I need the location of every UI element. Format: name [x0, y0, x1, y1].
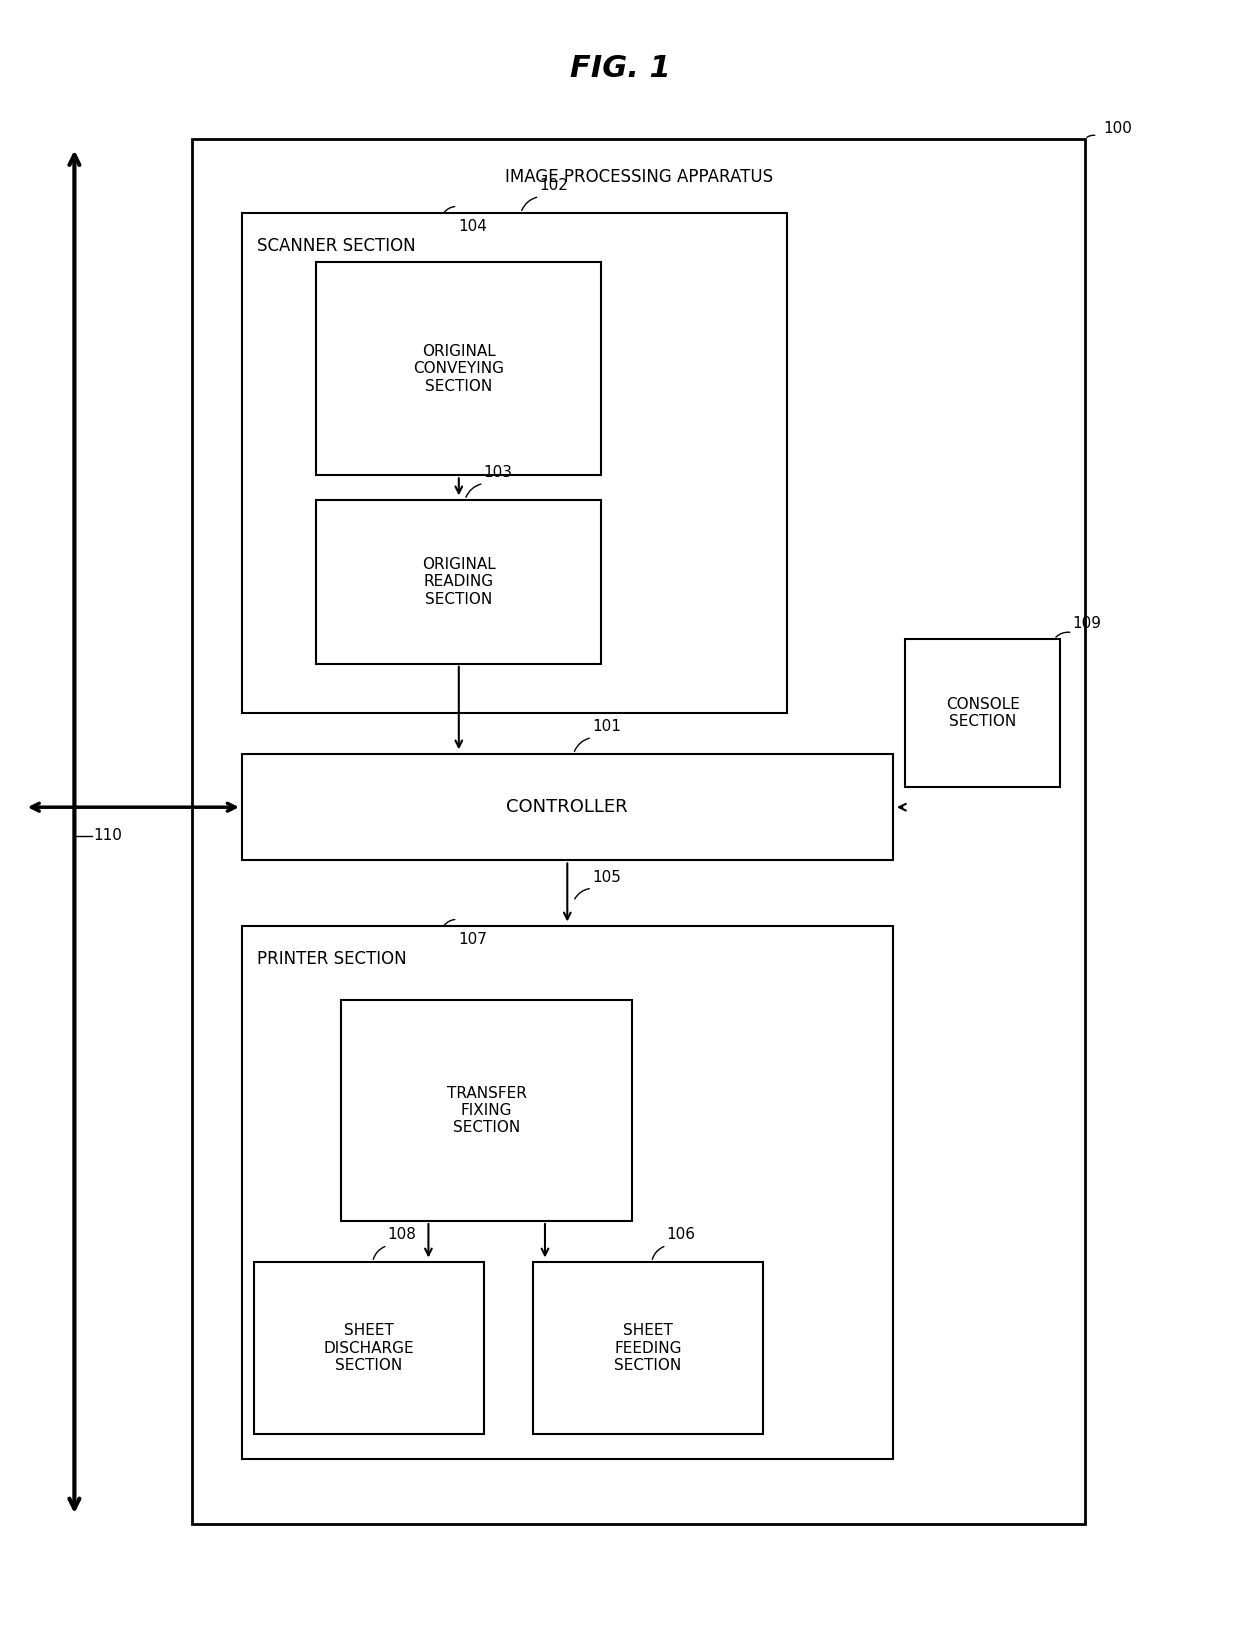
Bar [316, 262, 601, 475]
Text: 102: 102 [539, 179, 568, 193]
Text: ORIGINAL
CONVEYING
SECTION: ORIGINAL CONVEYING SECTION [413, 344, 505, 393]
Bar [242, 213, 787, 713]
Text: ORIGINAL
READING
SECTION: ORIGINAL READING SECTION [422, 557, 496, 606]
Text: 101: 101 [593, 720, 621, 734]
Text: CONTROLLER: CONTROLLER [506, 798, 629, 816]
Text: SCANNER SECTION: SCANNER SECTION [257, 238, 415, 254]
Text: CONSOLE
SECTION: CONSOLE SECTION [946, 697, 1019, 729]
Text: SHEET
FEEDING
SECTION: SHEET FEEDING SECTION [614, 1323, 682, 1373]
Text: 109: 109 [1073, 616, 1101, 631]
Bar [242, 754, 893, 860]
Bar [341, 1000, 632, 1221]
Text: FIG. 1: FIG. 1 [569, 54, 671, 84]
Text: 103: 103 [484, 465, 512, 480]
Text: SHEET
DISCHARGE
SECTION: SHEET DISCHARGE SECTION [324, 1323, 414, 1373]
Text: 100: 100 [1104, 121, 1132, 136]
Text: TRANSFER
FIXING
SECTION: TRANSFER FIXING SECTION [446, 1085, 527, 1136]
Bar [254, 1262, 484, 1434]
Bar [242, 926, 893, 1459]
Bar [192, 139, 1085, 1524]
Bar [905, 639, 1060, 787]
Text: 108: 108 [387, 1228, 417, 1242]
Text: 107: 107 [459, 931, 487, 947]
Text: 105: 105 [593, 870, 621, 885]
Text: 106: 106 [667, 1228, 696, 1242]
Text: IMAGE PROCESSING APPARATUS: IMAGE PROCESSING APPARATUS [505, 169, 773, 185]
Bar [316, 500, 601, 664]
Text: PRINTER SECTION: PRINTER SECTION [257, 951, 407, 967]
Text: 104: 104 [459, 218, 487, 234]
Text: 110: 110 [93, 828, 122, 844]
Bar [533, 1262, 763, 1434]
